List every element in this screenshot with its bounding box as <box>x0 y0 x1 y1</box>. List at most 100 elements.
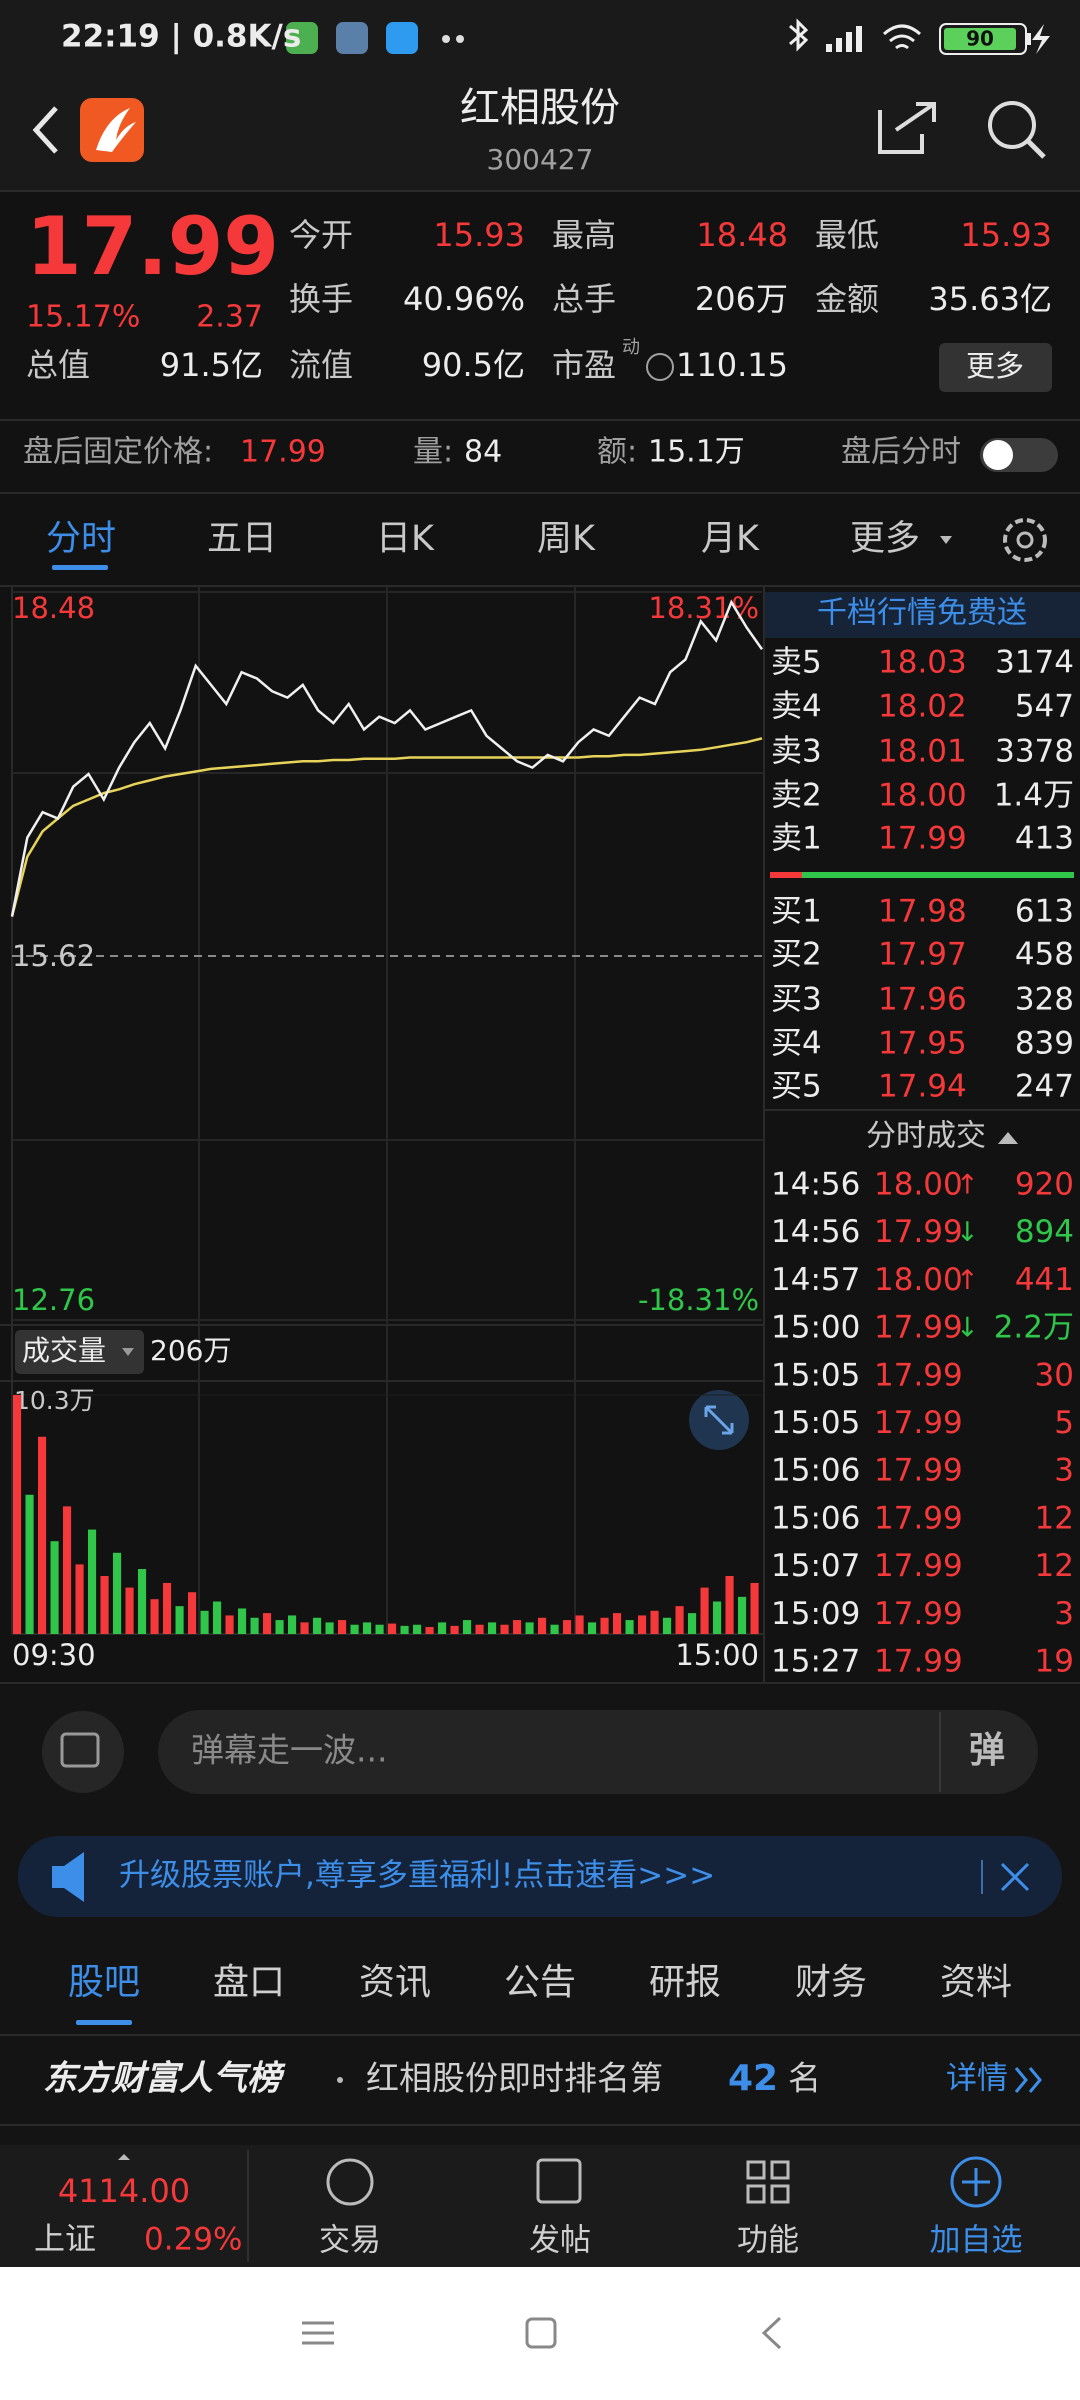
ratio-bar-bid <box>802 872 1074 878</box>
stat-label: 今开 <box>289 216 353 254</box>
more-button[interactable] <box>939 343 1052 392</box>
tab[interactable]: 月K <box>701 519 760 559</box>
after-hours-volume: 84 <box>464 435 502 470</box>
volume-bar <box>625 1620 634 1634</box>
stat-label: 流值 <box>289 346 353 384</box>
dropdown-arrow <box>940 536 952 544</box>
app-logo-mark <box>96 108 136 152</box>
volume-bar <box>600 1617 609 1634</box>
section-tab[interactable]: 盘口 <box>213 1962 285 2003</box>
nav-item[interactable]: 交易 <box>319 2223 381 2259</box>
trade-volume: 2.2万 <box>994 1310 1074 1346</box>
volume-bar <box>50 1541 59 1634</box>
battery-outline <box>939 23 1027 55</box>
nav-item[interactable]: 功能 <box>737 2223 799 2259</box>
tab[interactable]: 日K <box>376 519 435 559</box>
index-value: 4114.00 <box>58 2172 190 2210</box>
stock-name: 红相股份 <box>460 85 620 131</box>
ranking-brand: 东方财富人气榜 <box>43 2059 286 2099</box>
tab[interactable]: 分时 <box>46 519 116 559</box>
volume-bar <box>400 1625 409 1634</box>
dropdown-arrow <box>122 1348 134 1356</box>
trade-price: 17.99 <box>874 1596 963 1632</box>
after-hours-amount-label: 额: <box>597 435 637 470</box>
volume-bar <box>175 1606 184 1634</box>
stat-value: 18.48 <box>696 216 788 254</box>
trade-time: 15:05 <box>771 1357 860 1393</box>
volume-bar <box>75 1564 84 1634</box>
promo-close[interactable] <box>1000 1862 1030 1892</box>
trade-volume: 3 <box>1054 1596 1074 1632</box>
volume-selector[interactable] <box>15 1330 144 1374</box>
volume-bar <box>325 1622 334 1634</box>
volume-bar <box>163 1582 172 1634</box>
volume-bar <box>88 1529 97 1634</box>
order-price: 17.99 <box>878 821 967 857</box>
section-tab[interactable]: 资料 <box>940 1962 1012 2003</box>
settings-button[interactable] <box>1003 518 1047 562</box>
order-volume: 328 <box>1015 982 1074 1018</box>
order-price: 17.98 <box>878 894 967 930</box>
volume-bar <box>663 1617 672 1634</box>
promo-banner[interactable] <box>18 1836 1062 1917</box>
volume-bar <box>238 1608 247 1634</box>
time-label: 09:30 <box>12 1638 96 1672</box>
trade-time: 15:00 <box>771 1310 860 1346</box>
bluetooth-icon <box>789 18 809 52</box>
volume-bar <box>200 1610 209 1634</box>
add-watchlist-icon <box>950 2156 1002 2208</box>
home-key[interactable] <box>525 2317 557 2349</box>
search-button[interactable] <box>988 101 1036 149</box>
order-volume: 1.4万 <box>994 778 1074 814</box>
danmaku-settings[interactable] <box>42 1711 124 1793</box>
function-icon <box>746 2160 790 2204</box>
trade-price: 17.99 <box>874 1405 963 1441</box>
ranking-text: 红相股份即时排名第 <box>366 2059 663 2098</box>
volume-bar <box>563 1620 572 1634</box>
volume-bar <box>588 1622 597 1634</box>
order-label: 买4 <box>771 1026 822 1062</box>
change-amount: 2.37 <box>196 300 263 335</box>
order-book-banner: 千档行情免费送 <box>817 596 1027 631</box>
stat-label: 市盈 <box>552 346 616 384</box>
volume-bar <box>700 1587 709 1634</box>
after-hours-price: 17.99 <box>240 435 326 470</box>
more-dot <box>456 35 464 43</box>
section-tab[interactable]: 研报 <box>649 1962 721 2003</box>
volume-bar <box>500 1624 509 1634</box>
comment-input[interactable] <box>158 1710 1038 1794</box>
nav-item[interactable]: 加自选 <box>930 2223 1023 2259</box>
section-tab[interactable]: 公告 <box>504 1962 576 2003</box>
trade-volume: 19 <box>1035 1644 1074 1680</box>
stat-value: 91.5亿 <box>160 346 263 384</box>
trade-direction: ↑ <box>956 1170 979 1201</box>
tab[interactable]: 周K <box>537 519 596 559</box>
menu-key[interactable] <box>302 2321 334 2345</box>
nav-item[interactable]: 发帖 <box>529 2223 591 2259</box>
tab[interactable]: 五日 <box>207 519 277 559</box>
tab[interactable]: 更多 <box>850 519 920 559</box>
trade-time: 15:06 <box>771 1453 860 1489</box>
section-tab[interactable]: 财务 <box>795 1962 867 2003</box>
trade-direction: ↑ <box>956 1265 979 1296</box>
back-button[interactable] <box>32 106 58 154</box>
price-line <box>10 599 764 917</box>
app-icon <box>286 22 318 54</box>
stat-value: 90.5亿 <box>422 346 525 384</box>
volume-bar <box>350 1624 359 1634</box>
section-tab[interactable]: 股吧 <box>68 1962 140 2003</box>
volume-bar <box>275 1620 284 1634</box>
order-volume: 547 <box>1015 689 1074 725</box>
volume-bar <box>738 1596 747 1634</box>
trades-title: 分时成交 <box>866 1119 986 1154</box>
after-hours-amount: 15.1万 <box>648 435 745 470</box>
share-button[interactable] <box>878 102 936 154</box>
section-tab[interactable]: 资讯 <box>359 1962 431 2003</box>
volume-bar <box>363 1622 372 1634</box>
volume-bar <box>650 1610 659 1634</box>
trade-time: 15:09 <box>771 1596 860 1632</box>
y-tick-label: 18.48 <box>12 591 95 625</box>
back-key[interactable] <box>761 2316 782 2350</box>
stock-code: 300427 <box>487 143 594 176</box>
